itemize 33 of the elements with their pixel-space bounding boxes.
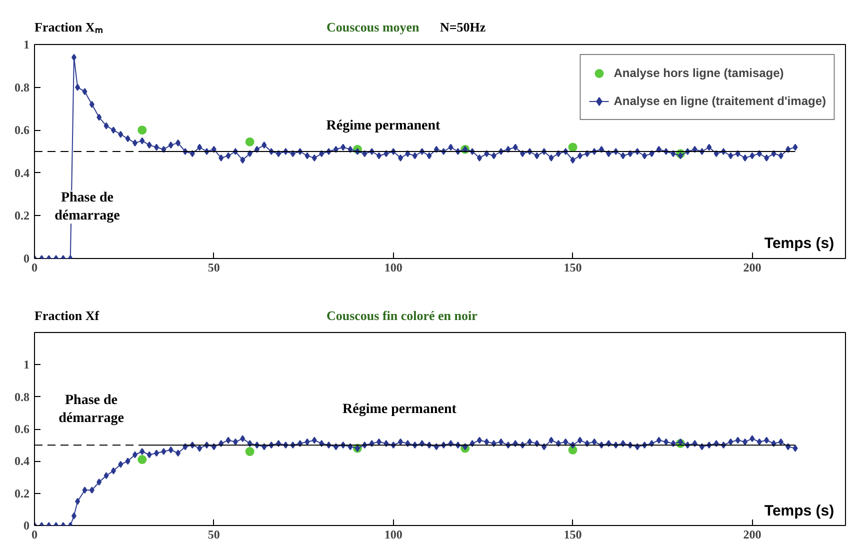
annotation: Phase de démarrage (58, 393, 124, 426)
x-axis-title: Temps (s) (764, 502, 834, 520)
x-tick-label: 100 (384, 260, 402, 274)
x-tick-label: 100 (384, 528, 402, 542)
x-tick-label: 200 (743, 528, 762, 542)
y-axis-title: Fraction Xₘ (34, 20, 103, 34)
x-tick-label: 200 (743, 260, 762, 274)
chart-title: Couscous fin coloré en noir (326, 308, 478, 323)
y-tick-label: 1 (24, 358, 30, 372)
y-axis-title: Fraction Xf (34, 308, 100, 323)
y-tick-label: 0.6 (14, 123, 30, 138)
annotation: Régime permanent (342, 402, 457, 418)
legend-label: Analyse hors ligne (tamisage) (614, 66, 784, 80)
x-tick-label: 50 (208, 260, 220, 274)
y-tick-label: 0.4 (14, 166, 30, 180)
y-tick-label: 1 (24, 38, 30, 52)
legend-label: Analyse en ligne (traitement d'image) (614, 94, 826, 108)
x-tick-label: 50 (208, 528, 220, 542)
y-tick-label: 0 (24, 518, 30, 532)
chart-subtitle: N=50Hz (440, 20, 486, 34)
y-tick-label: 0.8 (14, 80, 30, 94)
y-tick-label: 0.8 (14, 390, 30, 404)
chart-title: Couscous moyen (326, 20, 420, 34)
y-tick-label: 0.2 (14, 208, 30, 223)
annotation: Régime permanent (326, 118, 441, 134)
y-tick-label: 0.4 (14, 454, 30, 468)
x-axis-title: Temps (s) (764, 235, 834, 252)
x-tick-label: 150 (564, 528, 582, 542)
y-tick-label: 0.2 (14, 486, 30, 500)
annotation: Phase de démarrage (54, 190, 120, 224)
x-tick-label: 150 (564, 260, 582, 274)
y-tick-label: 0 (24, 252, 30, 266)
y-tick-label: 0.6 (14, 422, 30, 436)
